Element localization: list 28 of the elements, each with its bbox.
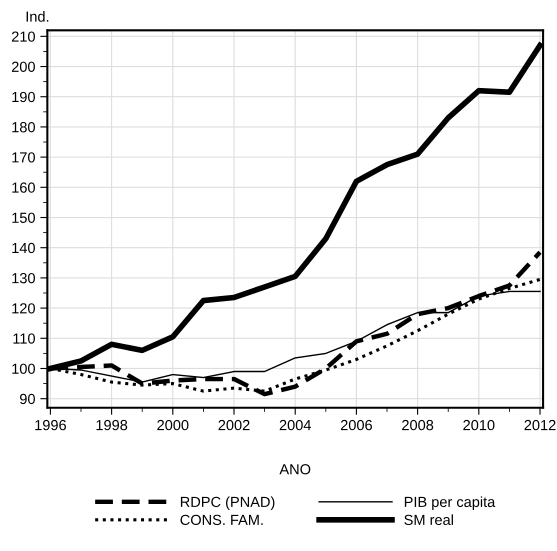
x-tick-label: 2010 <box>463 420 494 430</box>
y-tick-label: 140 <box>12 242 35 254</box>
x-tick-label: 2006 <box>340 420 372 430</box>
x-tick-label: 1996 <box>35 420 66 430</box>
y-tick-label: 170 <box>12 152 35 163</box>
y-tick-label: 90 <box>20 394 35 404</box>
legend-label: RDPC (PNAD) <box>180 496 274 510</box>
x-tick-label: 2004 <box>280 420 312 430</box>
y-tick-label: 180 <box>12 122 35 132</box>
y-tick-label: 190 <box>12 92 35 102</box>
y-tick-label: 100 <box>12 364 35 374</box>
x-axis-title: ANO <box>279 464 310 474</box>
y-tick-label: 200 <box>12 62 35 72</box>
x-tick-label: 2002 <box>218 420 250 430</box>
legend-label: PIB per capita <box>404 496 496 510</box>
x-tick-label: 2000 <box>157 420 188 430</box>
y-axis-title: Ind. <box>26 11 48 22</box>
y-tick-label: 120 <box>12 303 35 314</box>
legend-label: CONS. FAM. <box>180 514 263 526</box>
y-tick-label: 210 <box>12 31 35 42</box>
x-tick-label: 1998 <box>96 420 128 430</box>
y-tick-label: 130 <box>12 273 35 284</box>
legend-label: SM real <box>404 514 453 526</box>
y-tick-label: 150 <box>12 212 35 223</box>
x-tick-label: 2012 <box>524 420 556 430</box>
y-tick-label: 160 <box>12 182 35 193</box>
x-tick-label: 2008 <box>402 420 434 430</box>
y-tick-label: 110 <box>13 333 35 344</box>
